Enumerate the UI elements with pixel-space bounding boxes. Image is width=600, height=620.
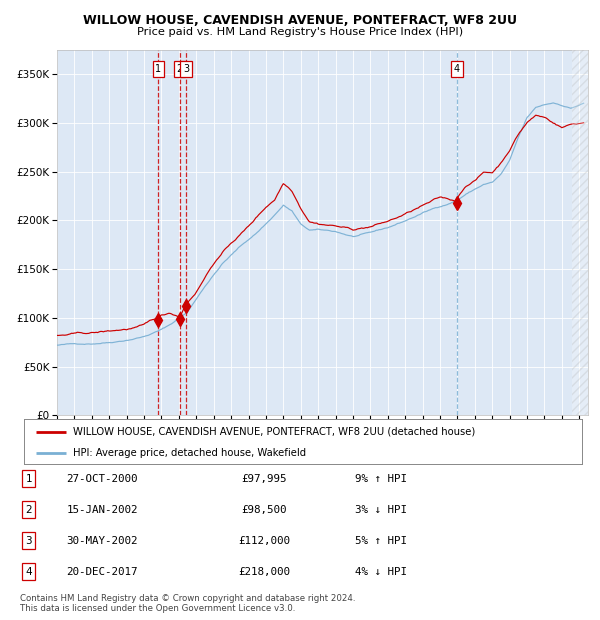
Text: 4% ↓ HPI: 4% ↓ HPI bbox=[355, 567, 407, 577]
Text: 20-DEC-2017: 20-DEC-2017 bbox=[66, 567, 138, 577]
Text: WILLOW HOUSE, CAVENDISH AVENUE, PONTEFRACT, WF8 2UU (detached house): WILLOW HOUSE, CAVENDISH AVENUE, PONTEFRA… bbox=[73, 427, 475, 436]
Text: 15-JAN-2002: 15-JAN-2002 bbox=[66, 505, 138, 515]
Text: 2: 2 bbox=[25, 505, 32, 515]
Text: This data is licensed under the Open Government Licence v3.0.: This data is licensed under the Open Gov… bbox=[20, 603, 295, 613]
Text: 27-OCT-2000: 27-OCT-2000 bbox=[66, 474, 138, 484]
Text: 2: 2 bbox=[176, 64, 182, 74]
Text: 1: 1 bbox=[155, 64, 161, 74]
Bar bbox=[572, 50, 589, 415]
Text: Contains HM Land Registry data © Crown copyright and database right 2024.: Contains HM Land Registry data © Crown c… bbox=[20, 593, 355, 603]
Text: 4: 4 bbox=[454, 64, 460, 74]
Text: 3% ↓ HPI: 3% ↓ HPI bbox=[355, 505, 407, 515]
Text: 9% ↑ HPI: 9% ↑ HPI bbox=[355, 474, 407, 484]
Text: 30-MAY-2002: 30-MAY-2002 bbox=[66, 536, 138, 546]
Text: HPI: Average price, detached house, Wakefield: HPI: Average price, detached house, Wake… bbox=[73, 448, 306, 458]
Text: £97,995: £97,995 bbox=[241, 474, 287, 484]
Text: WILLOW HOUSE, CAVENDISH AVENUE, PONTEFRACT, WF8 2UU: WILLOW HOUSE, CAVENDISH AVENUE, PONTEFRA… bbox=[83, 14, 517, 27]
Text: Price paid vs. HM Land Registry's House Price Index (HPI): Price paid vs. HM Land Registry's House … bbox=[137, 27, 463, 37]
Text: 1: 1 bbox=[25, 474, 32, 484]
Text: 3: 3 bbox=[183, 64, 189, 74]
Text: 3: 3 bbox=[25, 536, 32, 546]
Text: £112,000: £112,000 bbox=[238, 536, 290, 546]
Text: £218,000: £218,000 bbox=[238, 567, 290, 577]
Text: 4: 4 bbox=[25, 567, 32, 577]
Text: 5% ↑ HPI: 5% ↑ HPI bbox=[355, 536, 407, 546]
Text: £98,500: £98,500 bbox=[241, 505, 287, 515]
